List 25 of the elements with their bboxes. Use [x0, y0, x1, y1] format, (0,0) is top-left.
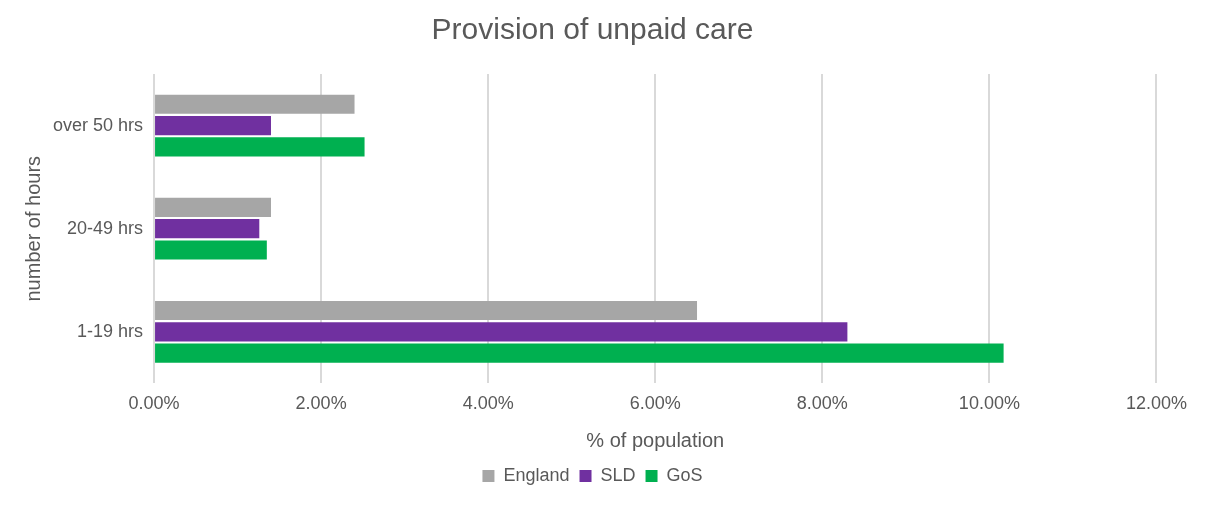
legend-label: SLD — [600, 464, 636, 485]
bar — [155, 240, 267, 260]
bar — [155, 322, 848, 342]
x-tick-label: 12.00% — [1125, 393, 1188, 414]
x-tick-label: 10.00% — [958, 393, 1020, 414]
x-axis-title: % of population — [586, 428, 725, 451]
legend-label: England — [503, 464, 570, 485]
bar — [155, 137, 365, 157]
bar — [155, 115, 271, 136]
bar — [155, 300, 698, 321]
x-tick-label: 6.00% — [629, 393, 681, 414]
bar — [155, 343, 1004, 363]
legend-label: GoS — [666, 464, 703, 485]
bar — [155, 219, 260, 239]
bar — [155, 94, 355, 114]
y-axis-title: number of hours — [21, 155, 44, 302]
x-tick-label: 4.00% — [462, 393, 514, 414]
bar — [155, 197, 271, 217]
y-tick-label: 1-19 hrs — [77, 320, 144, 341]
x-tick-label: 2.00% — [295, 393, 347, 414]
y-tick-label: over 50 hrs — [53, 114, 144, 135]
chart-title: Provision of unpaid care — [431, 12, 754, 46]
x-tick-label: 8.00% — [796, 393, 848, 414]
x-tick-label: 0.00% — [128, 393, 180, 414]
y-tick-label: 20-49 hrs — [67, 217, 144, 238]
